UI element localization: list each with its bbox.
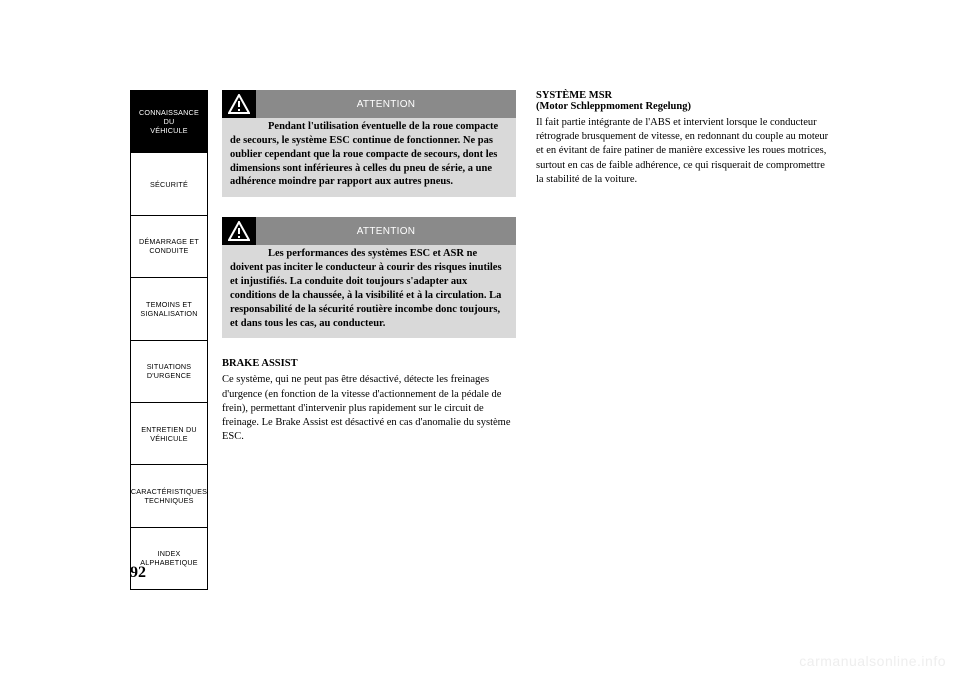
nav-item-5[interactable]: ENTRETIEN DUVÉHICULE <box>130 402 208 464</box>
nav-item-3[interactable]: TEMOINS ETSIGNALISATION <box>130 277 208 339</box>
nav-item-2[interactable]: DÉMARRAGE ETCONDUITE <box>130 215 208 277</box>
sidebar-nav: CONNAISSANCE DUVÉHICULESÉCURITÉDÉMARRAGE… <box>130 90 208 590</box>
column-left: ATTENTION Pendant l'utilisation éventuel… <box>222 90 516 590</box>
body-paragraph: Il fait partie intégrante de l'ABS et in… <box>536 116 830 187</box>
section-heading: BRAKE ASSIST <box>222 358 516 369</box>
column-right: SYSTÈME MSR (Motor Schleppmoment Regelun… <box>536 90 830 590</box>
warning-triangle-icon <box>222 90 256 118</box>
warning-header: ATTENTION <box>222 90 516 118</box>
page-number: 92 <box>130 564 146 582</box>
heading-line-1: SYSTÈME MSR <box>536 90 612 101</box>
warning-body: Pendant l'utilisation éventuelle de la r… <box>230 118 508 189</box>
warning-body: Les performances des systèmes ESC et ASR… <box>230 245 508 330</box>
warning-title: ATTENTION <box>256 90 516 118</box>
brake-assist-section: BRAKE ASSIST Ce système, qui ne peut pas… <box>222 358 516 444</box>
warning-box-1: ATTENTION Pendant l'utilisation éventuel… <box>222 90 516 197</box>
nav-item-4[interactable]: SITUATIONSD'URGENCE <box>130 340 208 402</box>
warning-text: Pendant l'utilisation éventuelle de la r… <box>230 121 498 187</box>
warning-triangle-icon <box>222 217 256 245</box>
warning-text: Les performances des systèmes ESC et ASR… <box>230 248 502 328</box>
msr-section: SYSTÈME MSR (Motor Schleppmoment Regelun… <box>536 90 830 187</box>
manual-page: CONNAISSANCE DUVÉHICULESÉCURITÉDÉMARRAGE… <box>130 90 830 590</box>
nav-item-1[interactable]: SÉCURITÉ <box>130 152 208 214</box>
warning-title: ATTENTION <box>256 217 516 245</box>
section-heading: SYSTÈME MSR (Motor Schleppmoment Regelun… <box>536 90 830 112</box>
page-content: ATTENTION Pendant l'utilisation éventuel… <box>208 90 830 590</box>
warning-header: ATTENTION <box>222 217 516 245</box>
warning-box-2: ATTENTION Les performances des systèmes … <box>222 217 516 338</box>
nav-item-0[interactable]: CONNAISSANCE DUVÉHICULE <box>130 90 208 152</box>
body-paragraph: Ce système, qui ne peut pas être désacti… <box>222 373 516 444</box>
nav-item-6[interactable]: CARACTÉRISTIQUESTECHNIQUES <box>130 464 208 526</box>
heading-line-2: (Motor Schleppmoment Regelung) <box>536 101 691 112</box>
watermark: carmanualsonline.info <box>799 653 946 669</box>
